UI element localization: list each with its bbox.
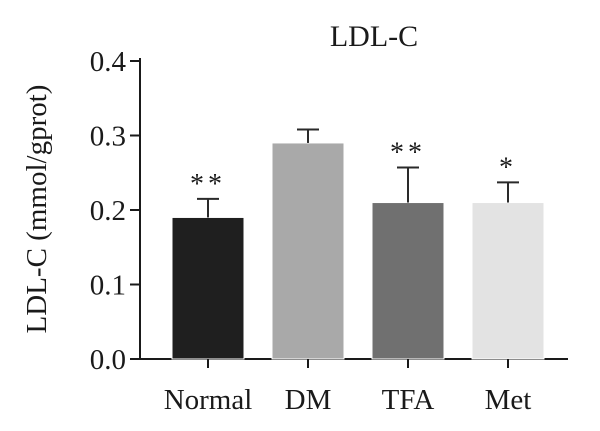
x-tick-label-met: Met: [485, 384, 532, 416]
significance-label: *: [499, 152, 517, 183]
y-tick-label: 0.4: [90, 46, 127, 78]
x-tick-label-normal: Normal: [164, 384, 253, 416]
y-tick-label: 0.2: [90, 195, 126, 227]
bar-tfa: [371, 202, 445, 360]
bar-normal: [171, 216, 245, 360]
bar-met: [471, 202, 545, 360]
chart-marks: 0.0 0.1 0.2 0.3 0.4 ** Normal DM ** TFA * Met: [90, 46, 545, 416]
significance-label: **: [390, 138, 426, 169]
y-tick-label: 0.0: [90, 344, 126, 376]
y-tick-label: 0.3: [90, 121, 126, 153]
x-tick-label-tfa: TFA: [382, 384, 435, 416]
bar-dm: [271, 142, 345, 360]
x-tick-label-dm: DM: [285, 384, 332, 416]
y-axis-label: LDL-C (mmol/gprot): [21, 85, 53, 334]
significance-label: **: [190, 169, 226, 200]
y-tick-label: 0.1: [90, 270, 126, 302]
chart-title: LDL-C: [330, 20, 418, 53]
